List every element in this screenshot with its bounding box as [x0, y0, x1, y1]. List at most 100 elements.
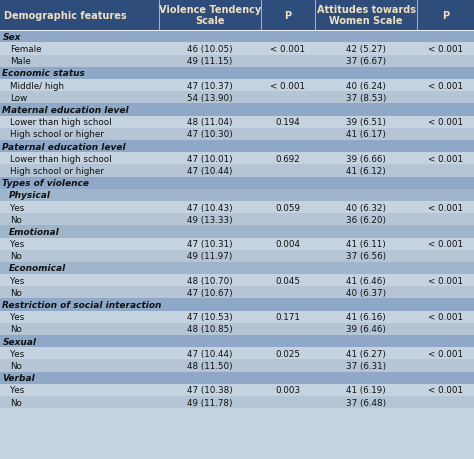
Text: No: No	[10, 361, 22, 370]
Bar	[0, 214, 474, 226]
Bar	[0, 67, 474, 80]
Text: 37 (6.48): 37 (6.48)	[346, 397, 386, 407]
Text: < 0.001: < 0.001	[428, 313, 463, 322]
Text: < 0.001: < 0.001	[428, 154, 463, 163]
Text: Restriction of social interaction: Restriction of social interaction	[2, 300, 162, 309]
Text: Lower than high school: Lower than high school	[10, 118, 112, 127]
Bar	[0, 153, 474, 165]
Text: 48 (11.04): 48 (11.04)	[187, 118, 232, 127]
Text: 49 (11.97): 49 (11.97)	[187, 252, 232, 261]
Bar	[0, 104, 474, 116]
Text: 47 (10.38): 47 (10.38)	[187, 386, 233, 395]
Text: 47 (10.44): 47 (10.44)	[187, 167, 232, 176]
Bar	[0, 238, 474, 250]
Text: Sex: Sex	[2, 33, 21, 42]
Text: Middle/ high: Middle/ high	[10, 81, 64, 90]
Text: Yes: Yes	[10, 276, 25, 285]
Text: 0.004: 0.004	[275, 240, 301, 249]
Text: 39 (6.46): 39 (6.46)	[346, 325, 386, 334]
Text: 41 (6.16): 41 (6.16)	[346, 313, 386, 322]
Text: Demographic features: Demographic features	[4, 11, 127, 21]
Bar	[0, 92, 474, 104]
Text: 0.059: 0.059	[275, 203, 301, 212]
Bar	[0, 286, 474, 299]
Text: Female: Female	[10, 45, 42, 54]
Bar	[0, 116, 474, 129]
Text: 37 (6.56): 37 (6.56)	[346, 252, 386, 261]
Text: High school or higher: High school or higher	[10, 167, 104, 176]
Bar	[0, 189, 474, 202]
Text: 37 (6.31): 37 (6.31)	[346, 361, 386, 370]
Text: 48 (11.50): 48 (11.50)	[187, 361, 233, 370]
Text: Violence Tendency
Scale: Violence Tendency Scale	[159, 5, 261, 26]
Text: No: No	[10, 288, 22, 297]
Text: Economic status: Economic status	[2, 69, 85, 78]
Text: Emotional: Emotional	[9, 227, 59, 236]
Text: 47 (10.01): 47 (10.01)	[187, 154, 233, 163]
Text: 0.171: 0.171	[275, 313, 301, 322]
Text: 49 (11.78): 49 (11.78)	[187, 397, 232, 407]
Text: 0.045: 0.045	[275, 276, 301, 285]
Text: Sexual: Sexual	[2, 337, 36, 346]
Text: 49 (13.33): 49 (13.33)	[187, 215, 233, 224]
Bar	[0, 396, 474, 409]
Text: Physical: Physical	[9, 191, 51, 200]
Text: 0.194: 0.194	[275, 118, 301, 127]
Text: < 0.001: < 0.001	[428, 349, 463, 358]
Text: 37 (8.53): 37 (8.53)	[346, 94, 386, 103]
Bar	[0, 311, 474, 323]
Text: < 0.001: < 0.001	[428, 118, 463, 127]
Text: 41 (6.46): 41 (6.46)	[346, 276, 386, 285]
Text: Types of violence: Types of violence	[2, 179, 90, 188]
Text: < 0.001: < 0.001	[428, 45, 463, 54]
Text: < 0.001: < 0.001	[428, 203, 463, 212]
Bar	[0, 44, 474, 56]
Text: 47 (10.43): 47 (10.43)	[187, 203, 233, 212]
Bar	[0, 347, 474, 360]
Text: Economical: Economical	[9, 264, 66, 273]
Text: 46 (10.05): 46 (10.05)	[187, 45, 233, 54]
Text: 47 (10.44): 47 (10.44)	[187, 349, 232, 358]
Bar	[0, 250, 474, 262]
Text: P: P	[284, 11, 292, 21]
Text: < 0.001: < 0.001	[428, 81, 463, 90]
Text: 47 (10.37): 47 (10.37)	[187, 81, 233, 90]
Text: 37 (6.67): 37 (6.67)	[346, 57, 386, 66]
Bar	[0, 31, 474, 44]
Text: 0.003: 0.003	[275, 386, 301, 395]
Text: High school or higher: High school or higher	[10, 130, 104, 139]
Text: No: No	[10, 325, 22, 334]
Text: < 0.001: < 0.001	[271, 45, 305, 54]
Text: 47 (10.30): 47 (10.30)	[187, 130, 233, 139]
Text: 41 (6.17): 41 (6.17)	[346, 130, 386, 139]
Bar	[0, 0, 474, 31]
Bar	[0, 384, 474, 396]
Text: Yes: Yes	[10, 240, 25, 249]
Text: No: No	[10, 215, 22, 224]
Text: 0.692: 0.692	[275, 154, 301, 163]
Text: Lower than high school: Lower than high school	[10, 154, 112, 163]
Bar	[0, 263, 474, 274]
Text: 36 (6.20): 36 (6.20)	[346, 215, 386, 224]
Text: 40 (6.37): 40 (6.37)	[346, 288, 386, 297]
Bar	[0, 140, 474, 153]
Bar	[0, 129, 474, 140]
Text: 40 (6.24): 40 (6.24)	[346, 81, 386, 90]
Bar	[0, 274, 474, 286]
Text: Attitudes towards
Women Scale: Attitudes towards Women Scale	[317, 5, 416, 26]
Bar	[0, 177, 474, 189]
Text: 47 (10.31): 47 (10.31)	[187, 240, 233, 249]
Text: 47 (10.67): 47 (10.67)	[187, 288, 233, 297]
Text: 54 (13.90): 54 (13.90)	[187, 94, 233, 103]
Bar	[0, 80, 474, 92]
Text: 0.025: 0.025	[275, 349, 301, 358]
Bar	[0, 372, 474, 384]
Bar	[0, 226, 474, 238]
Text: 49 (11.15): 49 (11.15)	[187, 57, 232, 66]
Bar	[0, 202, 474, 214]
Text: 39 (6.51): 39 (6.51)	[346, 118, 386, 127]
Text: Yes: Yes	[10, 203, 25, 212]
Text: Male: Male	[10, 57, 31, 66]
Text: Paternal education level: Paternal education level	[2, 142, 126, 151]
Bar	[0, 165, 474, 177]
